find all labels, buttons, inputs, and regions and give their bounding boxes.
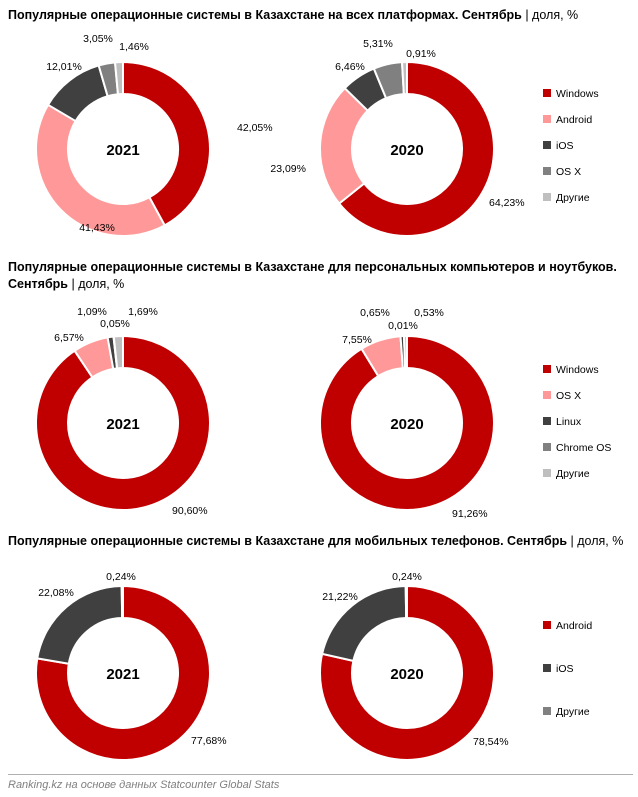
data-label: 5,31% (363, 38, 393, 50)
data-label: 0,05% (100, 318, 130, 330)
legend-label: OS X (556, 166, 581, 178)
legend-swatch (543, 89, 551, 97)
donut-slice (120, 584, 124, 620)
data-label: 1,09% (77, 306, 107, 318)
data-label: 0,91% (406, 48, 436, 60)
legend-swatch (543, 193, 551, 201)
data-label: 41,43% (79, 222, 115, 234)
data-label: 0,24% (106, 571, 136, 583)
donut-slice (122, 60, 211, 227)
donut-slice (400, 60, 408, 96)
section-1-title-main: Популярные операционные системы в Казахс… (8, 8, 522, 22)
section-2-title-unit: | доля, % (68, 277, 125, 291)
legend-label: Windows (556, 364, 599, 376)
legend-swatch (543, 664, 551, 672)
legend-swatch (543, 167, 551, 175)
legend-label: Другие (556, 192, 590, 204)
donut-slice (35, 103, 167, 237)
legend-label: Другие (556, 468, 590, 480)
donut-slice (35, 584, 211, 761)
data-label: 91,26% (452, 508, 488, 520)
legend-label: Linux (556, 416, 582, 428)
data-label: 78,54% (473, 736, 509, 748)
legend-swatch (543, 469, 551, 477)
legend-label: iOS (556, 140, 574, 152)
data-label: 1,46% (119, 41, 149, 53)
legend-label: OS X (556, 390, 581, 402)
legend-swatch (543, 391, 551, 399)
data-label: 0,24% (392, 571, 422, 583)
data-label: 3,05% (83, 33, 113, 45)
data-label: 1,69% (128, 306, 158, 318)
donut-center-year: 2020 (390, 142, 423, 159)
legend-label: Windows (556, 88, 599, 100)
data-label: 77,68% (191, 735, 227, 747)
donut-slice (35, 334, 211, 511)
legend-swatch (543, 707, 551, 715)
donut-slice (112, 334, 124, 370)
data-label: 21,22% (322, 591, 358, 603)
legend-label: iOS (556, 663, 574, 675)
data-label: 0,01% (388, 320, 418, 332)
donut-slice (113, 60, 124, 96)
legend-label: Android (556, 620, 592, 632)
donut-slice (337, 60, 495, 237)
legend-swatch (543, 621, 551, 629)
data-label: 6,46% (335, 61, 365, 73)
legend-swatch (543, 443, 551, 451)
donut-center-year: 2021 (106, 666, 139, 683)
data-label: 64,23% (489, 197, 525, 209)
donut-slice (319, 86, 370, 205)
legend-label: Android (556, 114, 592, 126)
section-2-title: Популярные операционные системы в Казахс… (8, 259, 633, 293)
legend-swatch (543, 141, 551, 149)
data-label: 42,05% (237, 122, 273, 134)
donut-center-year: 2020 (390, 666, 423, 683)
donut-center-year: 2020 (390, 416, 423, 433)
section-3-title: Популярные операционные системы в Казахс… (8, 533, 633, 550)
data-label: 0,53% (414, 307, 444, 319)
legend-label: Другие (556, 706, 590, 718)
section-1-title-unit: | доля, % (521, 8, 579, 22)
section-2-title-main: Популярные операционные системы в Казахс… (8, 260, 617, 291)
legend-swatch (543, 365, 551, 373)
data-label: 0,65% (360, 307, 390, 319)
donut-slice (403, 334, 408, 370)
data-label: 23,09% (270, 163, 306, 175)
data-label: 22,08% (38, 587, 74, 599)
section-3-title-main: Популярные операционные системы в Казахс… (8, 534, 568, 548)
donut-slice (404, 584, 408, 620)
data-label: 90,60% (172, 505, 208, 517)
donut-slice (319, 334, 495, 511)
donut-center-year: 2021 (106, 142, 139, 159)
legend-swatch (543, 115, 551, 123)
donut-slice (319, 584, 495, 761)
data-label: 7,55% (342, 334, 372, 346)
section-1-title: Популярные операционные системы в Казахс… (8, 7, 633, 24)
data-label: 6,57% (54, 332, 84, 344)
legend-swatch (543, 417, 551, 425)
data-label: 12,01% (46, 61, 82, 73)
legend-label: Chrome OS (556, 442, 611, 454)
donut-center-year: 2021 (106, 416, 139, 433)
source-footer: Ranking.kz на основе данных Statcounter … (8, 774, 633, 791)
section-3-title-unit: | доля, % (567, 534, 624, 548)
